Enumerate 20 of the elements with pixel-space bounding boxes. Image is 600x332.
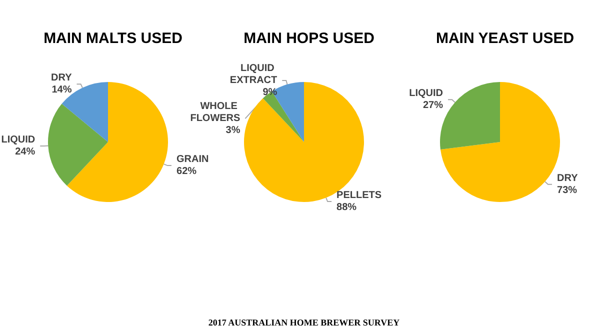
slice-label: WHOLE FLOWERS: [190, 101, 241, 124]
slice-label: LIQUID: [409, 88, 443, 100]
data-label: 9%: [262, 87, 278, 98]
data-label: 62%: [176, 166, 197, 178]
slice-label: LIQUID: [1, 134, 36, 146]
data-label: 88%: [336, 202, 357, 214]
slice-label: DRY: [557, 172, 578, 184]
slice-label: GRAIN: [176, 154, 209, 166]
chart-title: MAIN HOPS USED: [244, 30, 375, 47]
chart-title: MAIN MALTS USED: [44, 30, 183, 47]
text: 2017 AUSTRALIAN HOME BREWER SURVEY: [208, 318, 400, 328]
chart-title: MAIN YEAST USED: [436, 30, 574, 47]
slice-label: DRY: [51, 72, 72, 84]
data-label: 27%: [422, 100, 444, 112]
data-label: 3%: [226, 125, 240, 136]
slice-label: LIQUID EXTRACT: [230, 63, 278, 86]
slice-label: PELLETS: [336, 190, 382, 202]
data-label: 24%: [15, 146, 36, 158]
data-label: 14%: [52, 84, 72, 96]
data-label: 73%: [557, 184, 578, 196]
